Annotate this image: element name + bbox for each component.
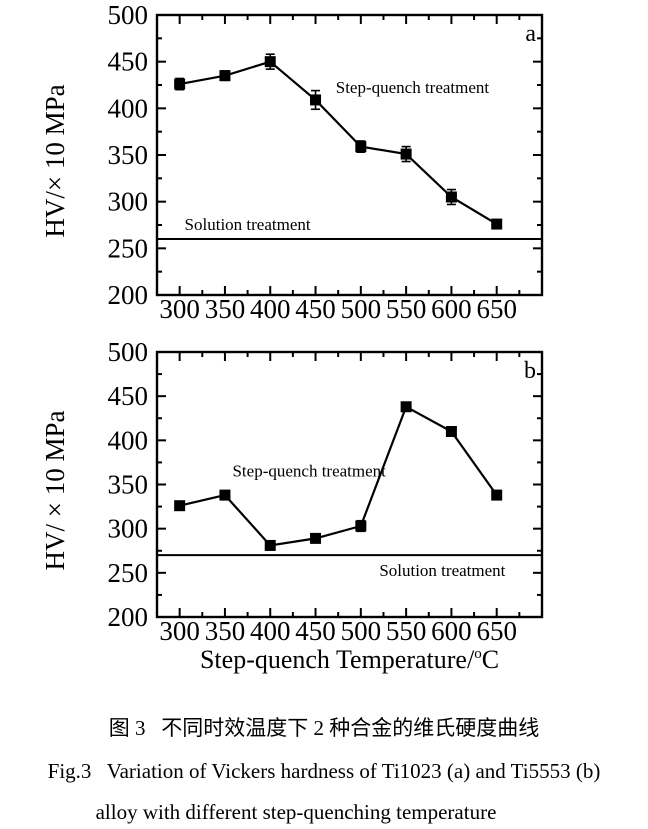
series-line [179, 405, 498, 547]
y-tick-label: 300 [108, 187, 149, 217]
x-tick-label: 350 [205, 616, 246, 646]
panel-label: b [524, 358, 536, 384]
caption-chinese: 图 3 不同时效温度下 2 种合金的维氏硬度曲线 [108, 716, 540, 740]
y-tick-label: 500 [108, 337, 149, 367]
x-tick-label: 450 [295, 294, 336, 324]
x-tick-label: 500 [341, 616, 382, 646]
y-tick-label: 400 [108, 93, 149, 123]
data-point-marker [400, 401, 412, 413]
data-point-marker [219, 489, 231, 501]
data-point-marker [445, 191, 457, 203]
y-tick-label: 250 [108, 558, 149, 588]
data-point-marker [355, 141, 367, 153]
solution-treatment-label: Solution treatment [185, 215, 311, 234]
data-point-marker [400, 148, 412, 160]
x-tick-label: 350 [205, 294, 246, 324]
y-tick-label: 200 [108, 280, 149, 310]
x-tick-label: 300 [159, 294, 200, 324]
data-point-marker [310, 532, 322, 544]
y-tick-label: 250 [108, 233, 149, 263]
data-point-marker [355, 520, 367, 532]
x-tick-label: 600 [431, 616, 472, 646]
panel-label: a [525, 21, 536, 47]
x-tick-label: 300 [159, 616, 200, 646]
chart-panel-b: 300 350 400 450 500 550 600 6502002503003504004… [40, 337, 544, 674]
x-tick-label: 550 [386, 294, 427, 324]
y-tick-label: 350 [108, 140, 149, 170]
series-label: Step-quench treatment [336, 78, 490, 97]
caption-english-line2: alloy with different step-quenching temp… [95, 800, 497, 824]
y-tick-label: 450 [108, 47, 149, 77]
axis-frame [155, 13, 544, 297]
y-tick-label: 350 [108, 470, 149, 500]
data-point-marker [264, 539, 276, 551]
x-tick-label: 550 [386, 616, 427, 646]
data-point-marker [174, 500, 186, 512]
y-tick-label: 400 [108, 425, 149, 455]
y-axis-label: HV/ × 10 MPa [40, 410, 70, 570]
x-tick-label: 450 [295, 616, 336, 646]
x-tick-label: 600 [431, 294, 472, 324]
data-point-marker [174, 78, 186, 90]
x-tick-label: 650 [476, 616, 517, 646]
data-point-marker [491, 218, 503, 230]
data-point-marker [491, 489, 503, 501]
solution-treatment-label: Solution treatment [379, 561, 505, 580]
data-point-marker [219, 70, 231, 82]
y-tick-label: 300 [108, 514, 149, 544]
series-label: Step-quench treatment [232, 461, 386, 480]
x-tick-label: 650 [476, 294, 517, 324]
data-point-marker [310, 94, 322, 106]
x-tick-label: 500 [341, 294, 382, 324]
series-line [179, 60, 498, 226]
axis-ticks [157, 351, 542, 618]
y-tick-label: 200 [108, 602, 149, 632]
x-tick-label: 400 [250, 294, 291, 324]
y-tick-label: 500 [108, 0, 149, 30]
x-axis-label: Step-quench Temperature/oC [200, 645, 499, 674]
y-tick-label: 450 [108, 381, 149, 411]
data-point-marker [445, 426, 457, 437]
caption-english-line1: Fig.3 Variation of Vickers hardness of T… [47, 759, 601, 783]
chart-panel-a: 300 350 400 450 500 550 600 6502002503003504004… [40, 0, 544, 324]
x-tick-label: 400 [250, 616, 291, 646]
data-point-marker [264, 56, 276, 68]
y-axis-label: HV/× 10 MPa [40, 84, 70, 237]
axis-ticks [157, 14, 542, 296]
